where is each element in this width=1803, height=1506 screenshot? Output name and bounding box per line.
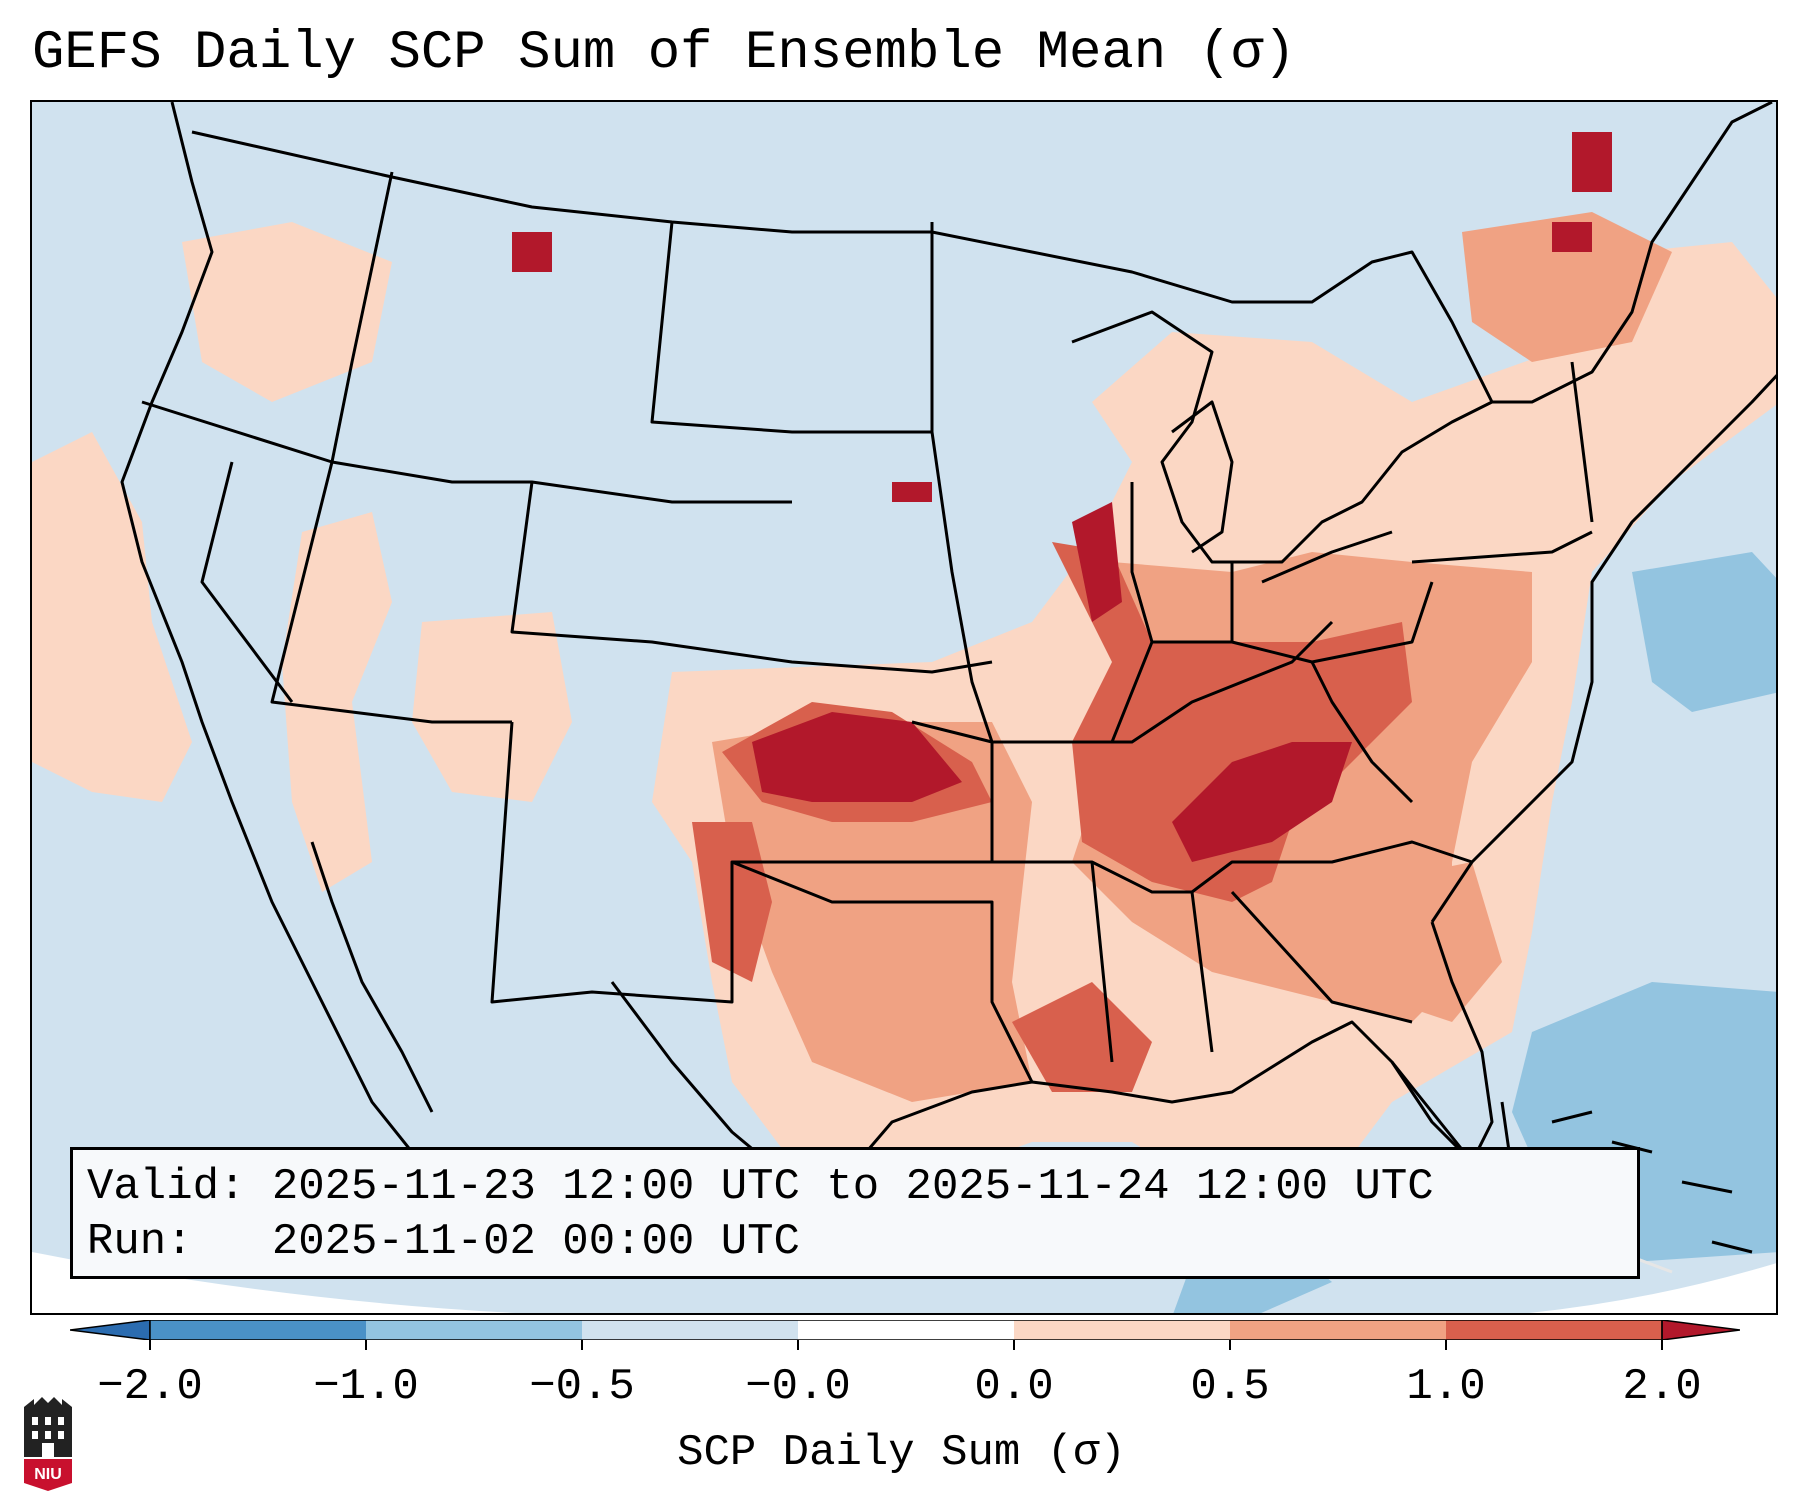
colorbar-segment <box>1230 1320 1446 1340</box>
positive-anomaly-region <box>1052 542 1412 902</box>
valid-line: Valid: 2025-11-23 12:00 UTC to 2025-11-2… <box>87 1160 1637 1215</box>
colorbar-tick-label: −0.5 <box>529 1362 635 1412</box>
colorbar-tick-label: −2.0 <box>97 1362 203 1412</box>
state-line-east <box>1130 482 1414 804</box>
map-panel: Valid: 2025-11-23 12:00 UTC to 2025-11-2… <box>30 100 1778 1315</box>
positive-anomaly-region <box>1372 862 1502 1022</box>
baja-peninsula <box>310 841 434 1113</box>
state-line-southeast-2 <box>1090 861 1413 1063</box>
map-projection-edge <box>32 1252 517 1313</box>
positive-anomaly-region <box>282 512 392 892</box>
colorbar-segment <box>1446 1320 1662 1340</box>
colorbar-segment <box>150 1320 366 1340</box>
lake-michigan <box>1171 400 1234 554</box>
colorbar-tick-label: 0.5 <box>1190 1362 1270 1412</box>
niu-logo-icon: NIU <box>24 1397 72 1491</box>
max-anomaly-cell <box>512 232 552 272</box>
colorbar-segment <box>582 1320 798 1340</box>
positive-anomaly-region <box>712 722 1032 1102</box>
state-line-great-basin <box>141 400 792 504</box>
map-projection-edge <box>1528 1263 1776 1313</box>
max-anomaly-cell <box>1572 132 1612 192</box>
great-lakes-outline <box>1071 310 1493 564</box>
run-line: Run: 2025-11-02 00:00 UTC <box>87 1215 1637 1270</box>
colorbar-extend-max <box>1661 1320 1740 1340</box>
state-line-texas <box>731 860 1034 1083</box>
colorbar-extend-min <box>70 1320 151 1340</box>
scp-anomaly-field <box>32 132 1776 1313</box>
colorbar-tick-label: 0.0 <box>974 1362 1054 1412</box>
state-line-central <box>650 221 934 434</box>
positive-anomaly-region <box>32 432 192 802</box>
max-anomaly-cell <box>892 482 932 502</box>
state-line-west <box>200 461 294 703</box>
state-line-plains <box>510 481 993 674</box>
run-value: 2025-11-02 00:00 UTC <box>271 1217 800 1267</box>
max-anomaly-cell <box>1552 222 1592 252</box>
colorbar-tick-label: −0.0 <box>745 1362 851 1412</box>
valid-label: Valid: <box>87 1162 246 1212</box>
state-line-rockies <box>270 171 512 724</box>
run-info-box: Valid: 2025-11-23 12:00 UTC to 2025-11-2… <box>70 1147 1640 1279</box>
run-label: Run: <box>87 1217 193 1267</box>
colorbar <box>70 1320 1740 1340</box>
positive-anomaly-region <box>1012 982 1152 1092</box>
canada-border <box>191 102 1773 404</box>
map-title: GEFS Daily SCP Sum of Ensemble Mean (σ) <box>32 23 1296 84</box>
colorbar-segment <box>1014 1320 1230 1340</box>
valid-value: 2025-11-23 12:00 UTC to 2025-11-24 12:00… <box>271 1162 1434 1212</box>
state-line-south <box>490 720 994 1004</box>
colorbar-tick-label: −1.0 <box>313 1362 419 1412</box>
negative-anomaly-region <box>1632 552 1776 712</box>
logo-text: NIU <box>34 1466 62 1483</box>
lake-erie <box>1261 530 1393 584</box>
colorbar-segment <box>798 1320 1014 1340</box>
colorbar-label: SCP Daily Sum (σ) <box>677 1428 1126 1478</box>
state-line-appalachia <box>1110 581 1434 743</box>
colorbar-tick-label: 2.0 <box>1622 1362 1702 1412</box>
max-anomaly-region <box>1072 502 1122 622</box>
state-line-midwest <box>930 431 1334 744</box>
positive-anomaly-region <box>412 612 572 802</box>
east-coastline <box>1430 374 1776 923</box>
colorbar-segment <box>366 1320 582 1340</box>
state-line-northeast <box>1411 361 1594 564</box>
map-canvas <box>32 102 1776 1313</box>
geographic-boundaries <box>120 102 1776 1254</box>
max-anomaly-region <box>752 712 962 802</box>
colorbar-tick-label: 1.0 <box>1406 1362 1486 1412</box>
colorbar-ticks <box>149 1340 1663 1350</box>
positive-anomaly-region <box>182 222 392 402</box>
west-coastline <box>120 102 504 1254</box>
state-line-southeast <box>992 840 1473 894</box>
positive-anomaly-region <box>1462 212 1672 362</box>
max-anomaly-region <box>1172 742 1352 862</box>
